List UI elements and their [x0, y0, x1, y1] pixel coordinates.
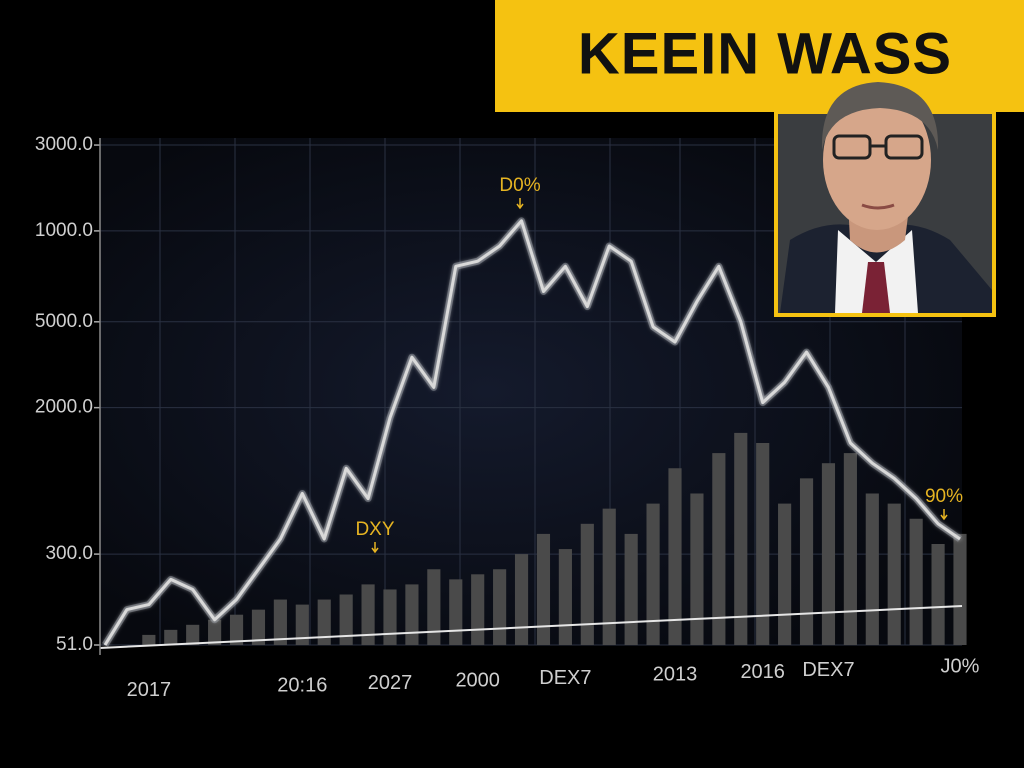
- x-tick-label: DEX7: [539, 667, 591, 689]
- bar: [208, 619, 222, 645]
- x-tick-label: 2027: [368, 672, 413, 694]
- bar: [558, 549, 572, 645]
- bar: [756, 443, 770, 645]
- bar: [471, 574, 485, 645]
- bar: [449, 579, 463, 645]
- x-tick-label: DEX7: [802, 659, 854, 681]
- portrait-hair: [821, 82, 939, 150]
- bar: [821, 463, 836, 645]
- bar: [799, 478, 814, 645]
- y-tick-label: 51.0: [56, 634, 93, 655]
- x-tick-label: J0%: [941, 655, 980, 677]
- portrait: [774, 82, 996, 317]
- bar: [514, 554, 529, 645]
- bar: [164, 629, 178, 645]
- bar: [580, 523, 594, 645]
- x-tick-label: 2016: [740, 661, 785, 683]
- bar: [317, 599, 331, 645]
- x-tick-label: 20:16: [277, 675, 327, 697]
- line: [103, 219, 961, 646]
- bar: [668, 468, 682, 645]
- bar: [383, 589, 397, 645]
- portrait-tie: [862, 262, 890, 313]
- title-banner: [495, 0, 1024, 112]
- bar: [251, 609, 266, 645]
- y-tick-label: 5000.0: [35, 311, 93, 332]
- bar: [142, 634, 156, 645]
- y-tick-label: 3000.0: [35, 134, 93, 155]
- y-tick-label: 2000.0: [35, 397, 93, 418]
- bar: [909, 518, 923, 645]
- y-tick-label: 300.0: [45, 543, 93, 564]
- bar: [339, 594, 353, 645]
- portrait-face: [823, 90, 931, 230]
- bar: [602, 508, 616, 645]
- bar: [734, 432, 748, 645]
- bar: [843, 453, 857, 645]
- bar: [865, 493, 879, 645]
- bar: [273, 599, 287, 645]
- bar: [427, 569, 441, 645]
- labels: 3000.0 1000.0 5000.0 2000.0 300.0 51.0 2017 20:…: [35, 134, 980, 701]
- bar: [536, 533, 551, 645]
- x-tick-label: 2017: [127, 679, 172, 701]
- bar: [493, 569, 507, 645]
- x-tick-label: 2000: [455, 669, 500, 691]
- bar: [646, 503, 660, 645]
- annotation: D0%: [499, 175, 540, 196]
- bar: [887, 503, 901, 645]
- bar: [931, 544, 945, 645]
- series: [102, 217, 962, 647]
- x-axis: [99, 605, 963, 649]
- bar: [712, 453, 726, 645]
- y-tick-label: 1000.0: [35, 220, 93, 241]
- bar: [953, 533, 967, 645]
- bar: [295, 604, 309, 645]
- x-tick-label: 2013: [653, 664, 698, 686]
- bar: [361, 584, 375, 645]
- annotation: DXY: [355, 519, 394, 540]
- grid: [94, 144, 962, 646]
- annotation-arrow: [516, 198, 524, 210]
- bar: [624, 533, 638, 645]
- bar: [405, 584, 419, 645]
- bar: [229, 614, 244, 645]
- bar: [690, 493, 704, 645]
- annotation: 90%: [925, 486, 963, 507]
- bars: [142, 432, 967, 645]
- annotation-arrow: [940, 509, 948, 521]
- portrait-mouth: [861, 203, 895, 210]
- annotation-arrow: [371, 542, 379, 554]
- bar: [186, 624, 200, 645]
- bar: [778, 503, 792, 645]
- chart-title: KEEIN WASS: [578, 21, 952, 86]
